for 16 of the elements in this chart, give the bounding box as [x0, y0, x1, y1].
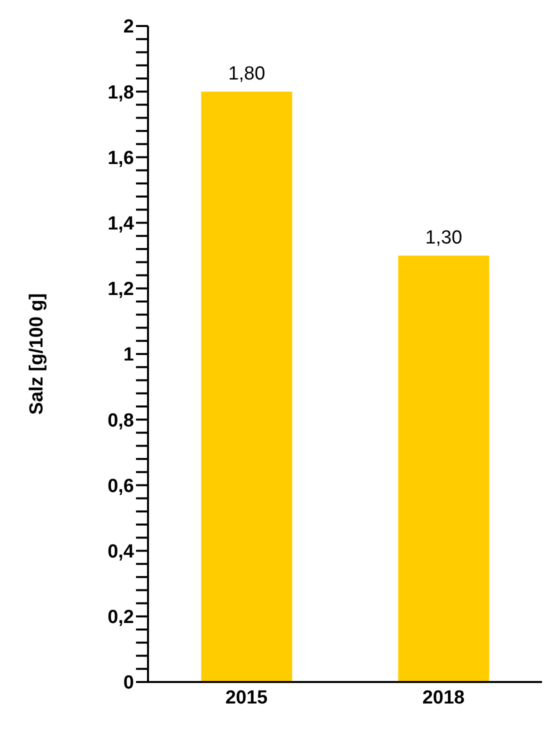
y-tick-label: 1,2 — [108, 279, 134, 300]
y-tick-label: 1 — [123, 344, 134, 366]
y-tick-label: 0,2 — [108, 607, 134, 628]
y-tick-label: 0 — [123, 672, 134, 694]
y-tick-label: 1,8 — [108, 82, 134, 104]
x-tick-label: 2018 — [422, 687, 465, 708]
y-tick-label: 1,6 — [108, 148, 134, 169]
y-tick-label: 2 — [123, 16, 134, 38]
data-label: 1,80 — [228, 64, 266, 85]
y-tick-label: 1,4 — [108, 214, 134, 235]
data-label: 1,30 — [425, 228, 462, 249]
y-tick-label: 0,6 — [108, 476, 134, 497]
y-axis-title: Salz [g/100 g] — [26, 293, 48, 415]
y-tick-label: 0,4 — [108, 542, 134, 563]
y-tick-label: 0,8 — [108, 410, 134, 432]
x-tick-label: 2015 — [225, 687, 268, 708]
